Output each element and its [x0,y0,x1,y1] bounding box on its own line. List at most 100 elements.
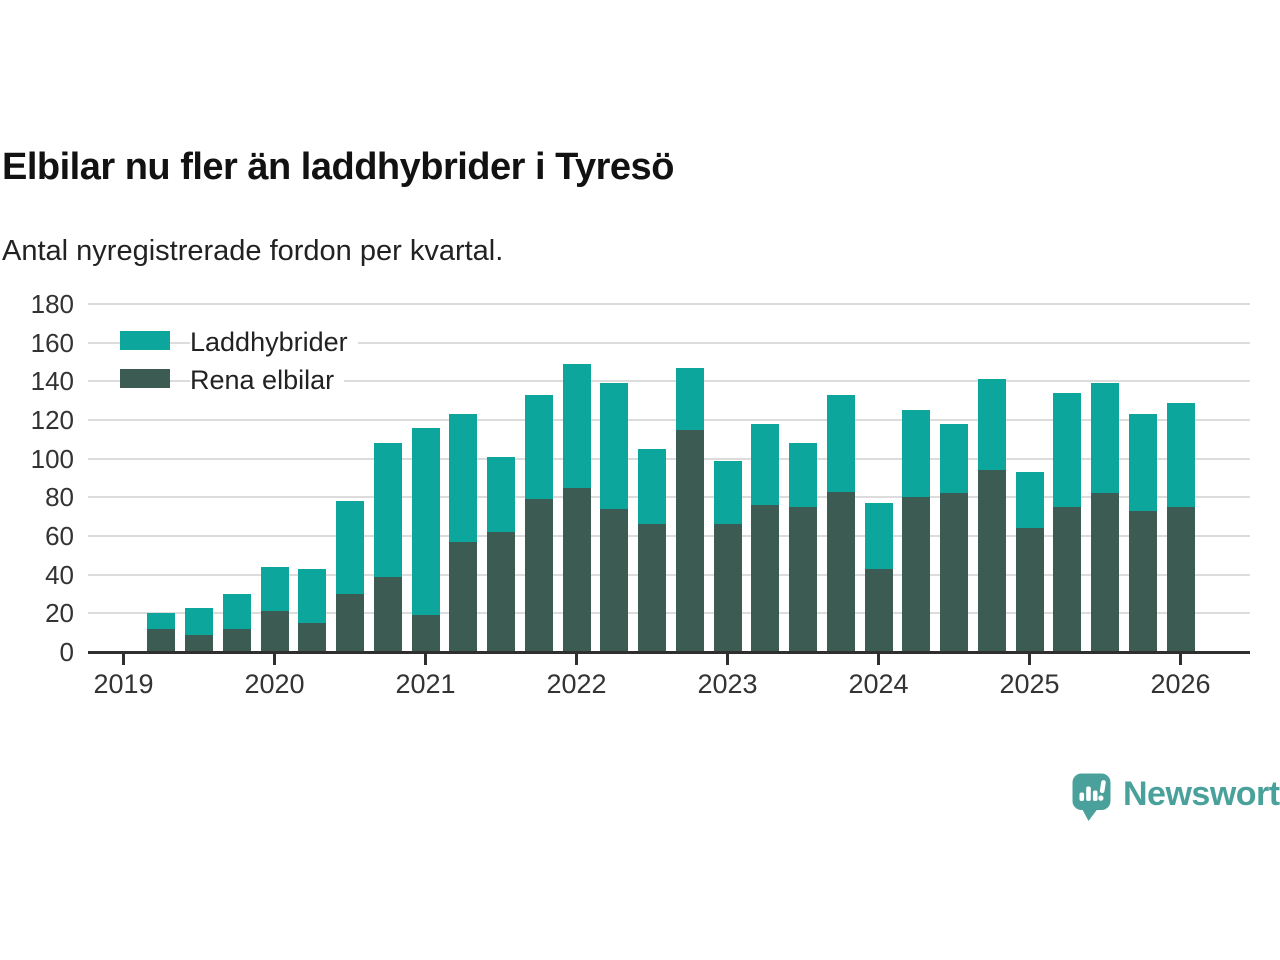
y-axis-tick-label: 160 [30,327,74,358]
gridline-y-180 [88,303,1250,305]
bar-2020-Q1-Laddhybrider [260,566,289,612]
x-axis-tick-label-2022: 2022 [546,669,607,699]
gridline-y-100 [88,457,1250,460]
y-axis-tick-label: 180 [30,289,74,319]
page-subtitle: Antal nyregistrerade fordon per kvartal. [2,235,504,267]
bar-2023-Q2-Rena-elbilar [751,505,780,652]
bar-2024-Q3-Laddhybrider [940,423,968,494]
bar-2024-Q3-Rena-elbilar [940,493,968,652]
bar-2023-Q2-Laddhybrider [751,423,780,506]
bar-2025-Q4-Rena-elbilar [1128,510,1157,652]
bar-2025-Q2-Rena-elbilar [1053,507,1082,652]
gridline-y-80 [88,496,1250,499]
x-axis-tick-label-2024: 2024 [848,669,909,699]
bar-2021-Q3-Laddhybrider [487,456,515,533]
bar-2020-Q2-Rena-elbilar [298,623,327,652]
bar-2022-Q1-Rena-elbilar [562,487,591,652]
bar-2023-Q3-Laddhybrider [789,443,817,507]
bar-2025-Q1-Rena-elbilar [1015,528,1044,652]
bar-2025-Q2-Laddhybrider [1053,392,1082,507]
gridline-y-160 [88,341,1250,344]
x-axis-tick-2019 [122,653,125,665]
bar-2022-Q1-Laddhybrider [562,363,591,488]
bar-2019-Q4-Rena-elbilar [222,628,251,652]
bar-2020-Q2-Laddhybrider [298,568,327,623]
bar-2021-Q2-Laddhybrider [449,414,478,542]
bar-2025-Q3-Rena-elbilar [1091,493,1119,652]
x-axis-tick-label-2023: 2023 [697,669,758,699]
bar-2025-Q4-Laddhybrider [1128,414,1157,511]
bar-2026-Q1-Laddhybrider [1166,402,1195,507]
bar-2025-Q1-Laddhybrider [1015,472,1044,529]
gridline-y-40 [88,573,1250,576]
bar-2020-Q3-Rena-elbilar [336,594,364,652]
legend-swatch-laddhybrider [120,331,170,350]
brand-name: Newsworthy [1123,775,1280,813]
bar-2019-Q3-Rena-elbilar [185,634,213,652]
newsworthy-speech-bubble-chart-icon [1072,773,1111,821]
x-axis-tick-label-2021: 2021 [395,669,456,699]
gridline-y-20 [88,612,1250,615]
bar-2021-Q2-Rena-elbilar [449,541,478,652]
bar-2021-Q4-Laddhybrider [524,394,553,500]
legend-swatch-rena-elbilar [120,369,170,388]
bar-2023-Q1-Laddhybrider [713,460,742,525]
bar-2024-Q2-Rena-elbilar [902,497,931,652]
x-axis-tick-2026 [1179,653,1182,665]
bar-2019-Q2-Rena-elbilar [147,628,176,652]
bar-2023-Q4-Laddhybrider [826,394,855,492]
gridline-y-120 [88,419,1250,421]
bar-2019-Q4-Laddhybrider [222,594,251,629]
bar-2022-Q3-Laddhybrider [638,449,666,525]
y-axis-tick-label: 140 [30,366,74,397]
y-axis-tick-label: 0 [59,637,74,667]
x-axis-tick-2020 [273,653,276,665]
x-axis-tick-2025 [1028,653,1031,665]
bar-2024-Q1-Rena-elbilar [864,568,893,652]
x-axis-tick-2021 [424,653,427,665]
bar-2026-Q1-Rena-elbilar [1166,507,1195,652]
page-title: Elbilar nu fler än laddhybrider i Tyresö [2,146,674,188]
bar-2024-Q4-Laddhybrider [977,379,1006,471]
bar-2022-Q2-Laddhybrider [600,383,629,509]
x-axis-tick-label-2026: 2026 [1150,669,1211,699]
bar-2022-Q2-Rena-elbilar [600,508,629,652]
x-axis-tick-2024 [877,653,880,665]
legend-label-laddhybrider: Laddhybrider [190,327,358,361]
bar-2024-Q4-Rena-elbilar [977,470,1006,652]
bar-2025-Q3-Laddhybrider [1091,383,1119,494]
bar-2022-Q3-Rena-elbilar [638,524,666,652]
x-axis-tick-2023 [726,653,729,665]
bar-2023-Q3-Rena-elbilar [789,507,817,652]
bar-2024-Q2-Laddhybrider [902,410,931,498]
y-axis-tick-label: 60 [45,521,74,551]
x-axis-tick-label-2025: 2025 [999,669,1060,699]
bar-2021-Q1-Rena-elbilar [411,615,440,652]
bar-2019-Q2-Laddhybrider [147,613,176,629]
x-axis-tick-label-2020: 2020 [244,669,305,699]
bar-2020-Q4-Laddhybrider [373,443,402,577]
y-axis-tick-label: 100 [30,443,74,474]
bar-2021-Q1-Laddhybrider [411,427,440,616]
brand-footer: Newsworthy [1072,773,1280,825]
gridline-y-140 [88,380,1250,383]
bar-2024-Q1-Laddhybrider [864,503,893,569]
x-axis-tick-label-2019: 2019 [93,669,154,699]
bar-2021-Q4-Rena-elbilar [524,499,553,652]
y-axis-tick-label: 80 [45,482,74,513]
y-axis-tick-label: 120 [30,405,74,435]
chart-plot-area: 0 20 40 60 80 100 120 140 160 180 2019 2020 2021 2022… [30,289,1250,699]
bar-2020-Q4-Rena-elbilar [373,576,402,652]
bar-2022-Q4-Rena-elbilar [675,429,704,652]
gridline-y-60 [88,535,1250,537]
bar-2020-Q1-Rena-elbilar [260,611,289,652]
bar-2020-Q3-Laddhybrider [336,501,364,594]
y-axis-tick-label: 40 [45,559,74,590]
x-axis-tick-2022 [575,653,578,665]
legend-label-rena-elbilar: Rena elbilar [190,365,345,399]
bar-2023-Q1-Rena-elbilar [713,524,742,652]
bar-2021-Q3-Rena-elbilar [487,532,515,652]
bar-2023-Q4-Rena-elbilar [826,491,855,652]
y-axis-tick-label: 20 [45,598,74,629]
